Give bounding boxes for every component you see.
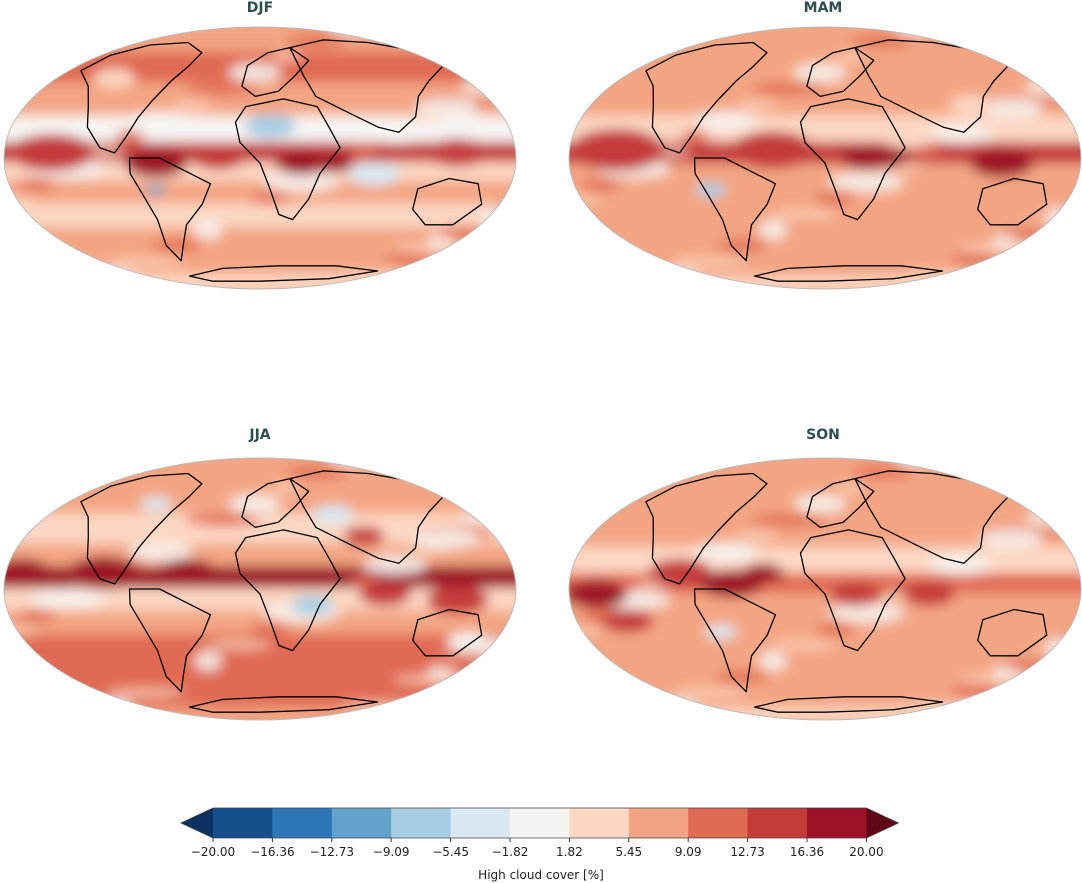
colorbar-segment — [688, 808, 749, 838]
coastline-namerica — [645, 41, 768, 154]
colorbar-segment — [628, 808, 689, 838]
colorbar-tick-label: −9.09 — [373, 845, 410, 859]
coastline-asia — [854, 470, 1009, 564]
coastline-europe — [806, 477, 875, 529]
map-mam — [568, 26, 1082, 290]
colorbar-segment — [569, 808, 630, 838]
coastline-australia — [412, 177, 483, 226]
colorbar-segment — [213, 808, 273, 838]
colorbar-extend-low — [181, 808, 213, 838]
colorbar-ticks: −20.00 −16.36 −12.73 −9.09 −5.45 −1.82 1.82 5.4… — [191, 838, 884, 859]
colorbar-tick-label: −5.45 — [432, 845, 469, 859]
coastline-samerica — [693, 588, 777, 693]
map-field — [4, 458, 516, 720]
coastline-namerica — [80, 41, 203, 154]
colorbar-tick-label: 16.36 — [790, 845, 824, 859]
coastline-samerica — [128, 157, 212, 262]
map-boundary — [568, 457, 1082, 721]
colorbar-segment — [331, 808, 392, 838]
coastline-africa — [234, 529, 341, 652]
map-boundary — [3, 26, 517, 290]
colorbar-segments — [180, 807, 900, 839]
colorbar-tick-label: −16.36 — [250, 845, 294, 859]
coastlines — [645, 39, 1048, 282]
panel-title-jja: JJA — [249, 427, 271, 443]
coastline-antarctica — [188, 265, 379, 282]
coastline-europe — [241, 477, 310, 529]
coastline-africa — [799, 529, 906, 652]
coastline-asia — [289, 470, 444, 564]
coastline-australia — [977, 177, 1048, 226]
colorbar-tick-label: 20.00 — [849, 845, 883, 859]
colorbar-tick-label: −1.82 — [492, 845, 529, 859]
colorbar-segment — [272, 808, 333, 838]
colorbar-tick-label: −12.73 — [310, 845, 354, 859]
colorbar-segment — [747, 808, 808, 838]
panel-title-mam: MAM — [803, 0, 843, 16]
map-boundary — [568, 26, 1082, 290]
colorbar-segment — [510, 808, 570, 838]
map-field — [569, 27, 1081, 289]
panel-title-djf: DJF — [246, 0, 274, 16]
map-djf — [3, 26, 517, 290]
panel-title-son: SON — [806, 427, 840, 443]
map-field — [4, 27, 516, 289]
coastline-europe — [806, 46, 875, 98]
coastlines — [80, 470, 483, 713]
colorbar-label: High cloud cover [%] — [478, 868, 604, 882]
colorbar-tick-label: −20.00 — [191, 845, 235, 859]
coastline-australia — [412, 608, 483, 657]
map-boundary — [3, 457, 517, 721]
colorbar-tick-label: 1.82 — [556, 845, 583, 859]
coastline-australia — [977, 608, 1048, 657]
coastline-samerica — [128, 588, 212, 693]
colorbar-extend-high — [866, 808, 899, 838]
colorbar-tick-label: 9.09 — [675, 845, 702, 859]
coastlines — [80, 39, 483, 282]
colorbar-segment — [450, 808, 511, 838]
coastline-namerica — [80, 472, 203, 585]
colorbar-segment — [807, 808, 867, 838]
coastline-antarctica — [753, 696, 944, 713]
colorbar-tick-label: 5.45 — [615, 845, 642, 859]
colorbar: −20.00 −16.36 −12.73 −9.09 −5.45 −1.82 1.82 5.4… — [180, 807, 900, 882]
coastline-antarctica — [188, 696, 379, 713]
coastline-africa — [799, 98, 906, 221]
coastline-europe — [241, 46, 310, 98]
coastline-asia — [854, 39, 1009, 133]
coastline-antarctica — [753, 265, 944, 282]
map-jja — [3, 457, 517, 721]
coastlines — [645, 470, 1048, 713]
colorbar-tick-label: 12.73 — [730, 845, 764, 859]
coastline-africa — [234, 98, 341, 221]
coastline-samerica — [693, 157, 777, 262]
colorbar-segment — [391, 808, 452, 838]
coastline-asia — [289, 39, 444, 133]
coastline-namerica — [645, 472, 768, 585]
map-son — [568, 457, 1082, 721]
